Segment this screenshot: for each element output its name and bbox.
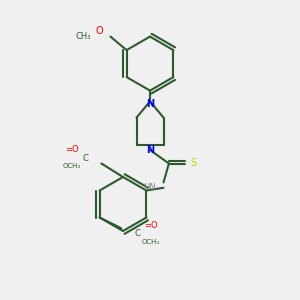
Text: OCH₃: OCH₃ [63,163,81,169]
Text: C: C [134,229,140,238]
Text: S: S [190,158,196,169]
Text: OCH₃: OCH₃ [142,239,160,245]
Text: C: C [82,154,88,163]
Text: N: N [146,145,154,155]
Text: N: N [146,99,154,109]
Text: HN: HN [144,183,156,192]
Text: CH₃: CH₃ [76,32,91,41]
Text: =O: =O [144,221,158,230]
Text: =O: =O [65,146,79,154]
Text: O: O [96,26,104,36]
